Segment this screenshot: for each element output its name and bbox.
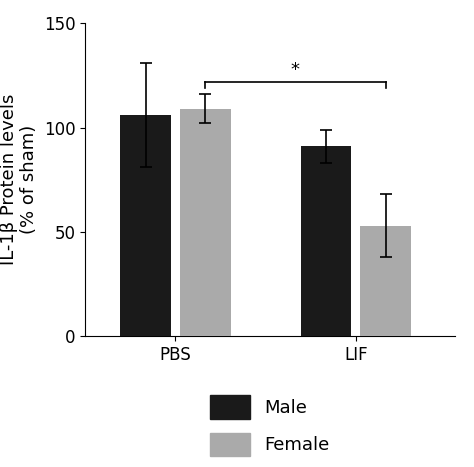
Bar (120, 115, 171, 336)
Y-axis label: IL-1β Protein levels
(% of sham): IL-1β Protein levels (% of sham) (0, 94, 38, 265)
Legend: Male, Female: Male, Female (210, 396, 330, 456)
Bar (301, 147, 351, 336)
Bar (180, 109, 230, 336)
Bar (360, 226, 411, 336)
Text: *: * (291, 61, 300, 78)
